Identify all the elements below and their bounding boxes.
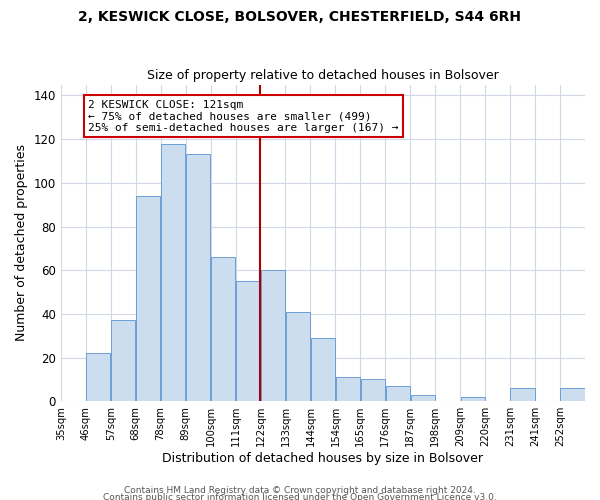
Bar bbox=[336, 377, 360, 401]
Bar bbox=[186, 154, 210, 401]
Bar bbox=[236, 281, 260, 401]
Bar bbox=[86, 353, 110, 401]
X-axis label: Distribution of detached houses by size in Bolsover: Distribution of detached houses by size … bbox=[163, 452, 484, 465]
Bar bbox=[261, 270, 285, 401]
Bar bbox=[211, 257, 235, 401]
Bar bbox=[461, 397, 485, 401]
Bar bbox=[511, 388, 535, 401]
Y-axis label: Number of detached properties: Number of detached properties bbox=[15, 144, 28, 342]
Bar bbox=[111, 320, 136, 401]
Title: Size of property relative to detached houses in Bolsover: Size of property relative to detached ho… bbox=[147, 69, 499, 82]
Bar bbox=[161, 144, 185, 401]
Text: Contains HM Land Registry data © Crown copyright and database right 2024.: Contains HM Land Registry data © Crown c… bbox=[124, 486, 476, 495]
Bar bbox=[410, 394, 435, 401]
Bar bbox=[286, 312, 310, 401]
Bar bbox=[136, 196, 160, 401]
Bar bbox=[311, 338, 335, 401]
Bar bbox=[361, 380, 385, 401]
Bar bbox=[386, 386, 410, 401]
Text: 2, KESWICK CLOSE, BOLSOVER, CHESTERFIELD, S44 6RH: 2, KESWICK CLOSE, BOLSOVER, CHESTERFIELD… bbox=[79, 10, 521, 24]
Text: 2 KESWICK CLOSE: 121sqm
← 75% of detached houses are smaller (499)
25% of semi-d: 2 KESWICK CLOSE: 121sqm ← 75% of detache… bbox=[88, 100, 398, 133]
Bar bbox=[560, 388, 584, 401]
Text: Contains public sector information licensed under the Open Government Licence v3: Contains public sector information licen… bbox=[103, 494, 497, 500]
